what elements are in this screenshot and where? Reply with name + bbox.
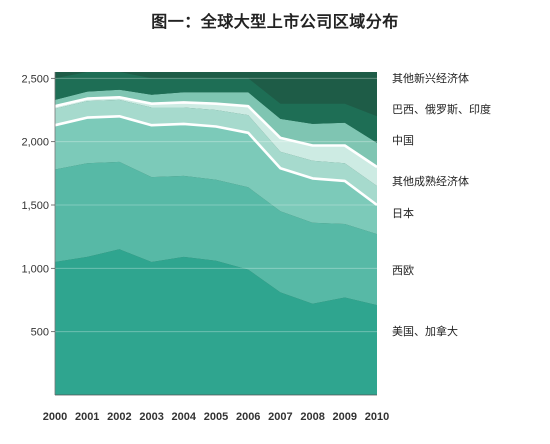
legend-label: 美国、加拿大	[392, 324, 458, 338]
legend-label: 巴西、俄罗斯、印度	[392, 102, 491, 116]
x-tick-label: 2008	[300, 411, 324, 423]
y-tick-label: 1,500	[21, 200, 49, 212]
x-tick-label: 2005	[204, 411, 228, 423]
area-series-6	[55, 72, 377, 143]
area-series-1	[55, 161, 377, 306]
y-tick-label: 2,000	[21, 137, 49, 149]
boundary-line-layer	[54, 96, 378, 207]
x-tick-label: 2002	[107, 411, 131, 423]
x-tick-label: 2009	[333, 411, 357, 423]
x-tick-label: 2006	[236, 411, 260, 423]
x-tick-label: 2001	[75, 411, 99, 423]
chart-title: 图一：全球大型上市公司区域分布	[151, 12, 399, 31]
y-tick-label: 500	[31, 327, 49, 339]
y-tick-label: 2,500	[21, 73, 49, 85]
x-tick-label: 2003	[139, 411, 163, 423]
area-series-3	[55, 99, 377, 205]
y-axis: 500 1,000 1,500 2,000 2,500	[21, 72, 56, 395]
legend-label: 其他成熟经济体	[392, 174, 469, 188]
legend-label: 中国	[392, 134, 414, 147]
x-tick-label: 2000	[43, 411, 67, 423]
x-tick-label: 2010	[365, 411, 389, 423]
area-series-0	[55, 249, 377, 395]
area-series-2	[55, 116, 377, 235]
legend-label: 西欧	[392, 264, 414, 277]
boundary-line	[54, 115, 378, 207]
boundary-line	[54, 96, 378, 169]
area-layer	[55, 72, 377, 395]
y-tick-label: 1,000	[21, 263, 49, 275]
legend-label: 其他新兴经济体	[392, 71, 469, 85]
x-axis: 2000 2001 2002 2003 2004 2005 2006 2007 2008 2009…	[43, 394, 389, 423]
legend-label: 日本	[392, 206, 414, 220]
gridline-layer	[55, 77, 377, 333]
x-tick-label: 2004	[172, 411, 197, 423]
x-tick-label: 2007	[268, 411, 292, 423]
